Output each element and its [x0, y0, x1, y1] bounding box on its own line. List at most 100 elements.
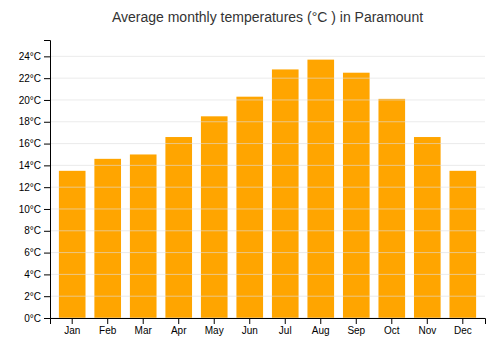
y-axis: 0°C 2°C 4°C 6°C 8°C 10°C 12°C 14°C 16°C 18°C 20°C 2…: [19, 41, 51, 324]
bars: [59, 60, 476, 318]
x-axis: Jan Feb Mar Apr May Jun Jul Aug Sep Oct Nov Dec: [51, 318, 486, 336]
bar: [307, 60, 334, 318]
x-tick: Sep: [347, 318, 365, 336]
x-tick-mark: [427, 318, 428, 324]
x-tick: May: [205, 318, 224, 336]
title: Average monthly temperatures (°C ) in Pa…: [112, 9, 423, 25]
x-tick-mark: [72, 318, 73, 324]
x-tick-mark: [143, 318, 144, 324]
y-tick-label: 22°C: [19, 73, 41, 84]
y-tick-mark: [44, 187, 50, 188]
y-tick-label: 6°C: [24, 247, 41, 258]
grid-line: [50, 187, 485, 188]
y-tick-mark: [44, 231, 50, 232]
y-tick-label: 4°C: [24, 269, 41, 280]
y-tick-label: 8°C: [24, 225, 41, 236]
plot: 0°C 2°C 4°C 6°C 8°C 10°C 12°C 14°C 16°C 18°C 20°C 2…: [19, 41, 486, 337]
y-tick-label: 24°C: [19, 51, 41, 62]
y-tick-mark: [44, 56, 50, 57]
y-tick-mark: [44, 274, 50, 275]
y-tick: 6°C: [24, 247, 50, 258]
grid-line: [50, 230, 485, 231]
x-tick-label: May: [205, 325, 224, 336]
y-tick-mark: [44, 296, 50, 297]
y-tick: 8°C: [24, 225, 50, 236]
y-tick: 10°C: [19, 204, 50, 215]
x-axis-line: [51, 319, 486, 325]
x-tick-mark: [107, 318, 108, 324]
x-tick-label: Jun: [242, 325, 258, 336]
x-tick: Aug: [312, 318, 330, 336]
x-tick-label: Apr: [171, 325, 187, 336]
x-tick-label: Jan: [64, 325, 80, 336]
y-tick: 20°C: [19, 95, 50, 106]
y-axis-line: [44, 41, 51, 319]
bar: [94, 159, 121, 318]
x-tick-label: Aug: [312, 325, 330, 336]
bar: [130, 154, 157, 318]
x-tick: Apr: [171, 318, 187, 336]
y-tick-mark: [44, 165, 50, 166]
bar: [236, 97, 263, 318]
bar: [201, 116, 228, 318]
x-tick-mark: [214, 318, 215, 324]
grid-line: [50, 165, 485, 166]
y-tick: 12°C: [19, 182, 50, 193]
bar: [378, 99, 405, 318]
y-tick: 14°C: [19, 160, 50, 171]
chart-container: 0°C 2°C 4°C 6°C 8°C 10°C 12°C 14°C 16°C 18°C 20°C 2…: [0, 0, 500, 350]
y-tick: 18°C: [19, 116, 50, 127]
x-tick: Nov: [418, 318, 436, 336]
x-tick-label: Nov: [418, 325, 436, 336]
y-tick-mark: [44, 122, 50, 123]
x-tick-mark: [391, 318, 392, 324]
x-tick-label: Sep: [347, 325, 365, 336]
x-tick-label: Feb: [99, 325, 117, 336]
y-tick: 2°C: [24, 291, 50, 302]
x-tick-mark: [249, 318, 250, 324]
grid-line: [50, 56, 485, 57]
y-tick: 0°C: [24, 313, 50, 324]
y-tick-label: 0°C: [24, 313, 41, 324]
x-tick: Jan: [64, 318, 80, 336]
y-tick-mark: [44, 209, 50, 210]
x-tick-label: Oct: [384, 325, 400, 336]
grid-line: [50, 296, 485, 297]
x-tick: Feb: [99, 318, 117, 336]
x-tick-mark: [285, 318, 286, 324]
y-tick-mark: [44, 253, 50, 254]
y-tick-label: 12°C: [19, 182, 41, 193]
bar: [272, 69, 299, 318]
grid-line: [50, 99, 485, 100]
x-tick-mark: [356, 318, 357, 324]
y-tick-mark: [44, 100, 50, 101]
x-tick-label: Dec: [454, 325, 472, 336]
y-tick-label: 18°C: [19, 116, 41, 127]
x-tick-label: Mar: [135, 325, 153, 336]
bar: [414, 137, 441, 318]
x-tick: Oct: [384, 318, 400, 336]
x-tick: Jul: [279, 318, 292, 336]
y-tick-label: 20°C: [19, 95, 41, 106]
x-tick-mark: [178, 318, 179, 324]
y-tick-mark: [44, 78, 50, 79]
grid-line: [50, 274, 485, 275]
y-tick: 22°C: [19, 73, 50, 84]
grid-line: [50, 143, 485, 144]
bar: [343, 73, 370, 318]
y-tick: 16°C: [19, 138, 50, 149]
bar: [165, 137, 192, 318]
grid-line: [50, 78, 485, 79]
y-tick-mark: [44, 144, 50, 145]
x-tick: Mar: [135, 318, 153, 336]
chart-svg: 0°C 2°C 4°C 6°C 8°C 10°C 12°C 14°C 16°C 18°C 20°C 2…: [0, 0, 500, 350]
y-tick-label: 16°C: [19, 138, 41, 149]
grid-line: [50, 208, 485, 209]
x-tick-mark: [462, 318, 463, 324]
y-tick-label: 10°C: [19, 204, 41, 215]
y-tick: 4°C: [24, 269, 50, 280]
y-tick: 24°C: [19, 51, 50, 62]
grid: [50, 56, 485, 318]
x-tick-mark: [320, 318, 321, 324]
x-tick: Jun: [242, 318, 258, 336]
